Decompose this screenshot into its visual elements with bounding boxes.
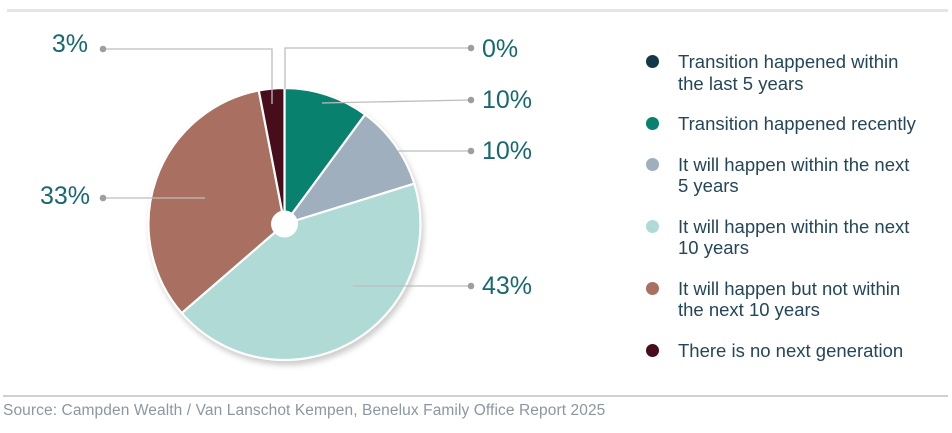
value-label-it-will-happen-within-the-next-10-years: 43% [482,272,533,300]
legend-dot-icon [646,219,659,233]
legend-label: It will happen but not within the next 1… [678,277,901,321]
legend-label: Transition happened recently [678,113,916,134]
legend-label: It will happen within the next 10 years [678,215,910,259]
legend-item-it-will-happen-but-not-within-the-next-1: It will happen but not within the next 1… [646,278,916,321]
value-label-it-will-happen-but-not-within-the-next-1: 33% [39,182,90,210]
legend-label: There is no next generation [678,339,904,361]
legend-dot-icon [646,281,659,295]
pie-slice-it-will-happen-within-the-next-10-years [180,182,422,362]
pie-chart [99,44,475,362]
legend-dot-icon [646,55,659,68]
legend: Transition happened within the last 5 ye… [646,51,916,361]
legend-dot-icon [646,157,659,171]
donut-hole [271,210,298,238]
leader-line-10pct-recently [321,99,471,104]
pie-slice-it-will-happen-within-the-next-5-years [283,113,416,226]
leader-line-0pct [284,47,470,89]
leader-dot-10pct-next5 [467,147,475,155]
value-label-it-will-happen-within-the-next-5-years: 10% [482,137,533,165]
leader-line-3pct [106,48,273,104]
top-divider [7,9,948,12]
leader-dot-0pct [467,44,475,52]
legend-label: Transition happened within the last 5 ye… [678,51,899,94]
legend-item-there-is-no-next-generation: There is no next generation [646,340,916,362]
legend-item-transition-happened-within-the-last-5-ye: Transition happened within the last 5 ye… [646,51,916,94]
legend-dot-icon [646,343,659,357]
value-label-there-is-no-next-generation: 3% [51,30,88,58]
bottom-divider [3,395,948,397]
legend-dot-icon [646,117,659,130]
pie-slice-it-will-happen-but-not-within-the-next-1 [147,89,286,315]
legend-label: It will happen within the next 5 years [678,153,910,197]
leader-lines [99,44,475,290]
legend-item-it-will-happen-within-the-next-5-years: It will happen within the next 5 years [646,154,916,197]
value-label-transition-happened-within-the-last-5-ye: 0% [482,35,519,63]
leader-dot-33pct [99,194,107,202]
legend-item-it-will-happen-within-the-next-10-years: It will happen within the next 10 years [646,216,916,259]
leader-dot-3pct [99,45,107,53]
leader-dot-43pct [467,282,475,290]
pie-slice-transition-happened-recently [283,86,367,226]
value-label-transition-happened-recently: 10% [482,86,533,114]
source-note: Source: Campden Wealth / Van Lanschot Ke… [3,402,606,419]
legend-item-transition-happened-recently: Transition happened recently [646,113,916,135]
leader-dot-10pct-recently [467,96,475,104]
